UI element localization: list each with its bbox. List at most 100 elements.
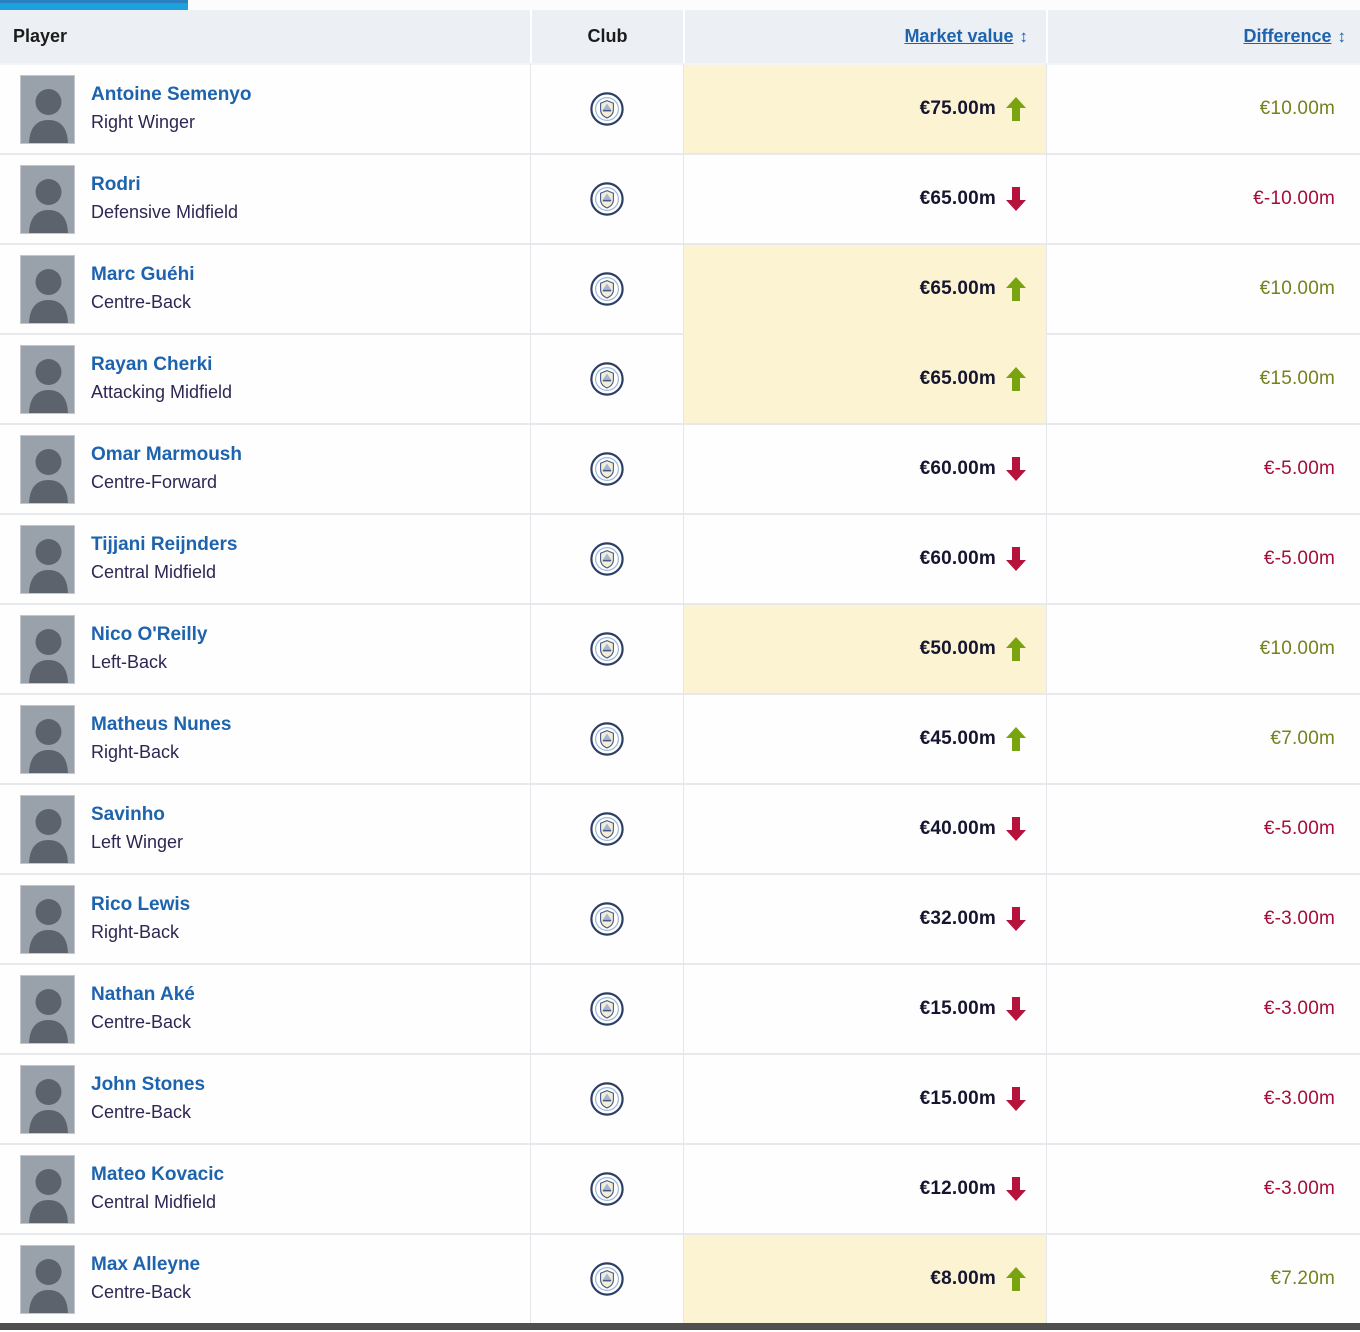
difference-value: €15.00m bbox=[1259, 368, 1335, 389]
player-photo-placeholder bbox=[21, 1155, 74, 1223]
column-header-player: Player bbox=[0, 10, 530, 63]
player-position: Centre-Back bbox=[91, 292, 192, 313]
player-name-link[interactable]: John Stones bbox=[91, 1074, 206, 1096]
difference-cell: €-5.00m bbox=[1046, 513, 1360, 603]
player-photo[interactable] bbox=[20, 524, 75, 594]
player-position: Central Midfield bbox=[91, 1192, 217, 1213]
club-crest-link[interactable] bbox=[590, 902, 624, 936]
market-value-cell: €8.00m bbox=[683, 1233, 1046, 1323]
sort-market-value-link[interactable]: Market value bbox=[904, 26, 1014, 46]
player-photo-placeholder bbox=[21, 165, 74, 233]
player-info: Savinho Left Winger bbox=[91, 804, 184, 853]
club-crest-link[interactable] bbox=[590, 362, 624, 396]
player-name-link[interactable]: Mateo Kovacic bbox=[91, 1164, 225, 1186]
player-photo[interactable] bbox=[20, 614, 75, 684]
club-crest-link[interactable] bbox=[590, 632, 624, 666]
trend-down-icon bbox=[1006, 817, 1026, 841]
player-info: Max Alleyne Centre-Back bbox=[91, 1254, 201, 1303]
player-photo-placeholder bbox=[21, 885, 74, 953]
market-value: €60.00m bbox=[919, 548, 996, 569]
player-name-link[interactable]: Rodri bbox=[91, 174, 141, 196]
club-crest-link[interactable] bbox=[590, 812, 624, 846]
player-photo[interactable] bbox=[20, 164, 75, 234]
difference-cell: €-3.00m bbox=[1046, 1143, 1360, 1233]
player-position: Left-Back bbox=[91, 652, 168, 673]
player-name-link[interactable]: Max Alleyne bbox=[91, 1254, 201, 1276]
player-name-link[interactable]: Marc Guéhi bbox=[91, 264, 195, 286]
club-cell bbox=[530, 603, 683, 693]
market-value-cell: €15.00m bbox=[683, 1053, 1046, 1143]
club-crest-link[interactable] bbox=[590, 1082, 624, 1116]
club-crest-link[interactable] bbox=[590, 272, 624, 306]
player-position: Centre-Back bbox=[91, 1102, 192, 1123]
player-photo[interactable] bbox=[20, 704, 75, 774]
sort-updown-icon[interactable]: ↕ bbox=[1337, 26, 1347, 46]
market-value: €45.00m bbox=[919, 728, 996, 749]
club-cell bbox=[530, 693, 683, 783]
market-value: €12.00m bbox=[919, 1178, 996, 1199]
trend-down-icon bbox=[1006, 457, 1026, 481]
player-info: Marc Guéhi Centre-Back bbox=[91, 264, 195, 313]
club-crest-icon bbox=[590, 362, 624, 396]
player-photo-placeholder bbox=[21, 75, 74, 143]
player-name-link[interactable]: Savinho bbox=[91, 804, 165, 826]
club-crest-link[interactable] bbox=[590, 1172, 624, 1206]
column-header-market-value: Market value ↕ bbox=[683, 10, 1046, 63]
player-photo-placeholder bbox=[21, 1065, 74, 1133]
difference-cell: €7.20m bbox=[1046, 1233, 1360, 1323]
player-photo[interactable] bbox=[20, 434, 75, 504]
player-photo[interactable] bbox=[20, 1064, 75, 1134]
player-photo[interactable] bbox=[20, 254, 75, 324]
player-photo[interactable] bbox=[20, 974, 75, 1044]
difference-value: €-3.00m bbox=[1263, 998, 1335, 1019]
player-name-link[interactable]: Antoine Semenyo bbox=[91, 84, 252, 106]
sort-updown-icon[interactable]: ↕ bbox=[1019, 26, 1029, 46]
club-crest-icon bbox=[590, 452, 624, 486]
player-name-link[interactable]: Nathan Aké bbox=[91, 984, 195, 1006]
player-name-link[interactable]: Matheus Nunes bbox=[91, 714, 232, 736]
player-info: Rayan Cherki Attacking Midfield bbox=[91, 354, 232, 403]
market-value-table: Player Club Market value ↕ Difference ↕ … bbox=[0, 10, 1360, 1330]
player-photo-placeholder bbox=[21, 435, 74, 503]
player-name-link[interactable]: Rayan Cherki bbox=[91, 354, 213, 376]
market-value-cell: €65.00m bbox=[683, 243, 1046, 333]
player-photo[interactable] bbox=[20, 1154, 75, 1224]
player-position: Defensive Midfield bbox=[91, 202, 239, 223]
club-crest-link[interactable] bbox=[590, 992, 624, 1026]
club-crest-link[interactable] bbox=[590, 1262, 624, 1296]
player-photo[interactable] bbox=[20, 884, 75, 954]
club-crest-link[interactable] bbox=[590, 542, 624, 576]
player-name-link[interactable]: Tijjani Reijnders bbox=[91, 534, 238, 556]
player-name-link[interactable]: Rico Lewis bbox=[91, 894, 191, 916]
difference-cell: €-5.00m bbox=[1046, 783, 1360, 873]
player-photo[interactable] bbox=[20, 344, 75, 414]
table-header-row: Player Club Market value ↕ Difference ↕ bbox=[0, 10, 1360, 63]
player-photo[interactable] bbox=[20, 74, 75, 144]
market-value-cell: €32.00m bbox=[683, 873, 1046, 963]
club-crest-link[interactable] bbox=[590, 452, 624, 486]
player-photo[interactable] bbox=[20, 794, 75, 864]
player-info: Rodri Defensive Midfield bbox=[91, 174, 239, 223]
player-position: Centre-Back bbox=[91, 1012, 192, 1033]
trend-up-icon bbox=[1006, 97, 1026, 121]
club-crest-link[interactable] bbox=[590, 722, 624, 756]
sort-difference-link[interactable]: Difference bbox=[1243, 26, 1332, 46]
table-row: Tijjani Reijnders Central Midfield €60.0… bbox=[0, 513, 1360, 603]
club-cell bbox=[530, 1053, 683, 1143]
column-header-club-label: Club bbox=[587, 26, 628, 46]
active-tab-indicator[interactable] bbox=[0, 0, 188, 10]
table-row: Antoine Semenyo Right Winger €75.00m bbox=[0, 63, 1360, 153]
difference-cell: €10.00m bbox=[1046, 63, 1360, 153]
player-name-link[interactable]: Omar Marmoush bbox=[91, 444, 242, 466]
player-photo-placeholder bbox=[21, 255, 74, 323]
club-crest-link[interactable] bbox=[590, 182, 624, 216]
player-photo[interactable] bbox=[20, 1244, 75, 1314]
market-value-cell: €65.00m bbox=[683, 333, 1046, 423]
player-photo-placeholder bbox=[21, 975, 74, 1043]
club-crest-link[interactable] bbox=[590, 92, 624, 126]
trend-up-icon bbox=[1006, 1267, 1026, 1291]
player-position: Left Winger bbox=[91, 832, 184, 853]
player-name-link[interactable]: Nico O'Reilly bbox=[91, 624, 208, 646]
club-cell bbox=[530, 783, 683, 873]
difference-cell: €10.00m bbox=[1046, 243, 1360, 333]
